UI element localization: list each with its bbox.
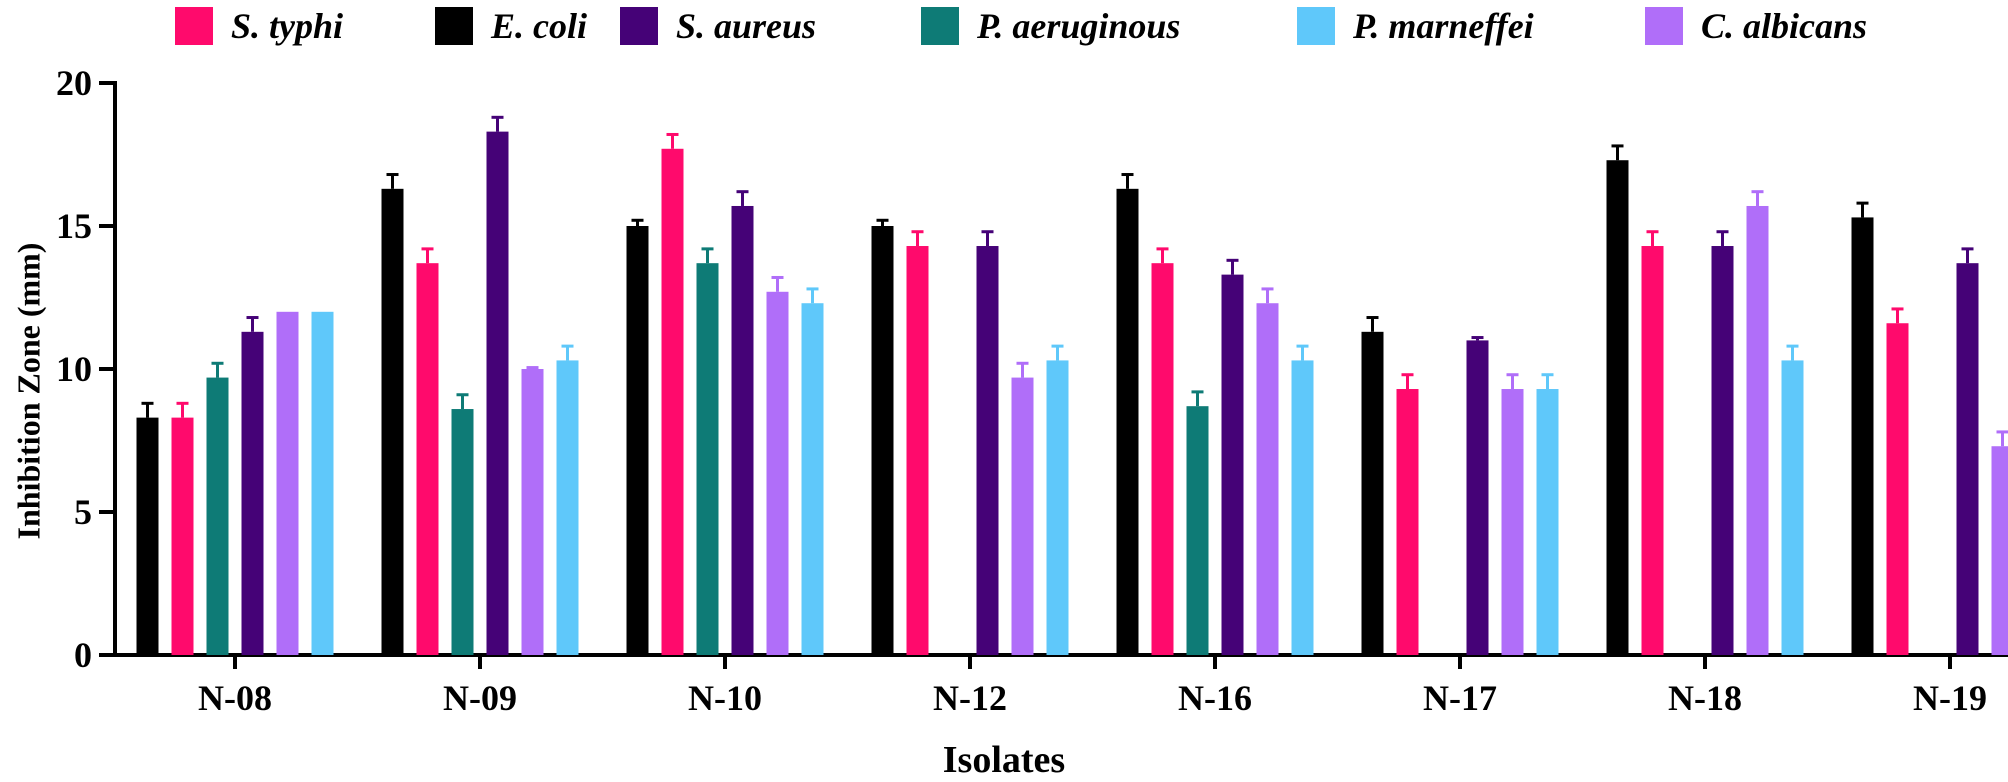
bar-n-12-p-marneffei: [1047, 360, 1069, 655]
bar-n-18-p-marneffei: [1782, 360, 1804, 655]
bar-n-12-c-albicans: [1012, 378, 1034, 655]
x-axis-title: Isolates: [0, 738, 2008, 782]
x-tick-label-n-16: N-16: [1178, 678, 1252, 718]
x-tick-label-n-17: N-17: [1423, 678, 1497, 718]
bar-n-19-s-aureus: [1957, 263, 1979, 655]
x-tick-label-n-10: N-10: [688, 678, 762, 718]
bar-n-08-s-typhi: [172, 418, 194, 655]
bar-n-16-c-albicans: [1257, 303, 1279, 655]
bar-n-12-s-aureus: [977, 246, 999, 655]
bar-n-16-p-marneffei: [1292, 360, 1314, 655]
y-tick-label-20: 20: [56, 63, 92, 103]
bar-n-12-e-coli: [872, 226, 894, 655]
bar-n-16-p-aeruginous: [1187, 406, 1209, 655]
x-tick-label-n-18: N-18: [1668, 678, 1742, 718]
bar-n-10-p-aeruginous: [697, 263, 719, 655]
bar-n-09-e-coli: [382, 189, 404, 655]
bar-n-10-s-aureus: [732, 206, 754, 655]
bar-n-08-p-aeruginous: [207, 378, 229, 655]
y-tick-label-5: 5: [74, 492, 92, 532]
bar-n-12-s-typhi: [907, 246, 929, 655]
bar-n-09-p-marneffei: [557, 360, 579, 655]
bar-n-17-p-marneffei: [1537, 389, 1559, 655]
bar-n-17-s-typhi: [1397, 389, 1419, 655]
bar-n-19-s-typhi: [1887, 323, 1909, 655]
x-tick-label-n-08: N-08: [198, 678, 272, 718]
bar-n-08-c-albicans: [277, 312, 299, 655]
bar-n-09-s-typhi: [417, 263, 439, 655]
bar-n-18-s-typhi: [1642, 246, 1664, 655]
bar-n-19-e-coli: [1852, 217, 1874, 655]
bar-n-10-p-marneffei: [802, 303, 824, 655]
bar-n-19-c-albicans: [1992, 446, 2008, 655]
bar-n-10-e-coli: [627, 226, 649, 655]
bar-n-08-p-marneffei: [312, 312, 334, 655]
bar-n-10-s-typhi: [662, 149, 684, 655]
bar-n-09-s-aureus: [487, 132, 509, 655]
y-tick-label-0: 0: [74, 635, 92, 675]
y-tick-label-10: 10: [56, 349, 92, 389]
bar-n-16-s-aureus: [1222, 275, 1244, 655]
x-tick-label-n-19: N-19: [1913, 678, 1987, 718]
bar-n-16-e-coli: [1117, 189, 1139, 655]
bar-n-18-s-aureus: [1712, 246, 1734, 655]
bar-n-09-c-albicans: [522, 369, 544, 655]
bar-n-17-e-coli: [1362, 332, 1384, 655]
bar-n-09-p-aeruginous: [452, 409, 474, 655]
y-tick-label-15: 15: [56, 206, 92, 246]
bar-n-10-c-albicans: [767, 292, 789, 655]
bar-n-18-e-coli: [1607, 160, 1629, 655]
bar-n-17-c-albicans: [1502, 389, 1524, 655]
bar-n-08-e-coli: [137, 418, 159, 655]
bar-n-08-s-aureus: [242, 332, 264, 655]
bar-n-16-s-typhi: [1152, 263, 1174, 655]
bar-n-18-c-albicans: [1747, 206, 1769, 655]
y-axis-title: Inhibition Zone (mm): [11, 243, 48, 540]
x-tick-label-n-09: N-09: [443, 678, 517, 718]
x-tick-label-n-12: N-12: [933, 678, 1007, 718]
bar-n-17-s-aureus: [1467, 340, 1489, 655]
